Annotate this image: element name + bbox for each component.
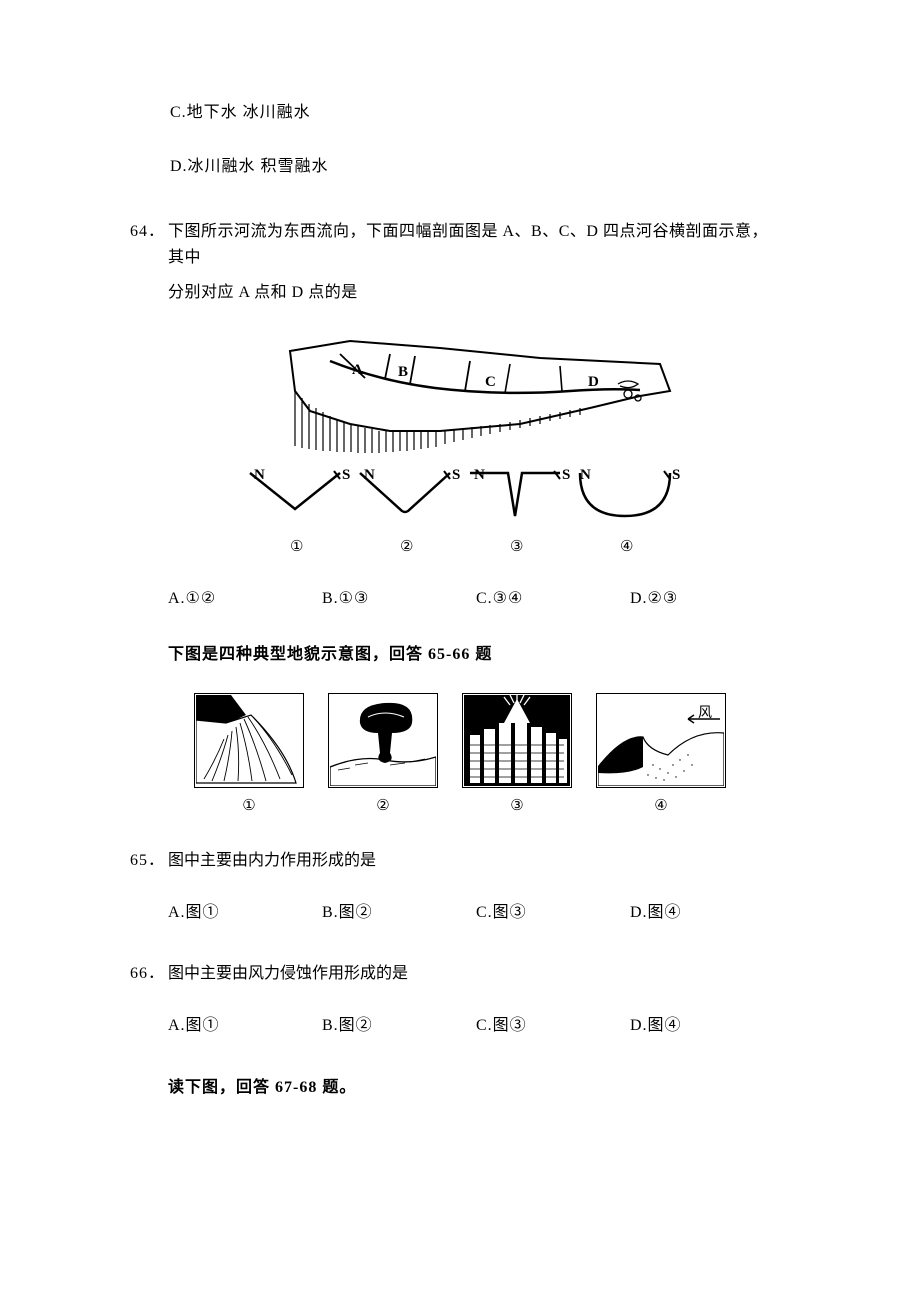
q66-choices: A.图① B.图② C.图③ D.图④ [168, 1013, 790, 1039]
volcanic-columns-icon [464, 695, 570, 786]
note-65-66: 下图是四种典型地貌示意图，回答 65-66 题 [168, 642, 790, 668]
option-c: C.地下水 冰川融水 [170, 100, 790, 126]
svg-text:①: ① [290, 539, 303, 555]
svg-text:②: ② [400, 539, 413, 555]
q64-choice-c: C.③④ [476, 586, 626, 612]
figure-q64: A B C D N S ① N S ② N S ③ N [130, 336, 790, 566]
svg-text:S: S [452, 467, 460, 483]
landform-3-label: ③ [462, 794, 572, 818]
svg-text:N: N [580, 467, 591, 483]
river-map-svg: A B C D [240, 336, 680, 461]
landform-1-label: ① [194, 794, 304, 818]
note-67-68: 读下图，回答 67-68 题。 [168, 1075, 790, 1101]
question-64: 64．下图所示河流为东西流向，下面四幅剖面图是 A、B、C、D 四点河谷横剖面示… [130, 219, 790, 306]
q66-stem: 图中主要由风力侵蚀作用形成的是 [168, 965, 408, 982]
landform-4: 风 ④ [596, 693, 726, 818]
q64-stem-line2: 分别对应 A 点和 D 点的是 [168, 280, 790, 306]
q64-choice-d: D.②③ [630, 586, 780, 612]
q64-stem: 下图所示河流为东西流向，下面四幅剖面图是 A、B、C、D 四点河谷横剖面示意，其… [168, 219, 768, 270]
svg-text:S: S [342, 467, 350, 483]
q65-choice-d: D.图④ [630, 900, 780, 926]
q64-choices: A.①② B.①③ C.③④ D.②③ [168, 586, 790, 612]
q66-choice-b: B.图② [322, 1013, 472, 1039]
mushroom-rock-icon [330, 695, 436, 786]
svg-text:D: D [588, 374, 599, 390]
q64-choice-a: A.①② [168, 586, 318, 612]
landform-3: ③ [462, 693, 572, 818]
svg-text:B: B [398, 364, 408, 380]
q66-choice-c: C.图③ [476, 1013, 626, 1039]
landform-1: ① [194, 693, 304, 818]
q64-number: 64． [130, 219, 168, 245]
q65-choices: A.图① B.图② C.图③ D.图④ [168, 900, 790, 926]
q66-choice-a: A.图① [168, 1013, 318, 1039]
svg-text:④: ④ [620, 539, 633, 555]
question-65: 65．图中主要由内力作用形成的是 [130, 848, 790, 874]
svg-text:③: ③ [510, 539, 523, 555]
q65-number: 65． [130, 848, 168, 874]
landform-figures: ① ② [130, 693, 790, 818]
option-d: D.冰川融水 积雪融水 [170, 154, 790, 180]
svg-text:A: A [352, 362, 363, 378]
svg-text:S: S [562, 467, 570, 483]
sand-dune-icon: 风 [598, 695, 724, 786]
landform-2-label: ② [328, 794, 438, 818]
alluvial-fan-icon [196, 695, 302, 786]
option-d-text: D.冰川融水 积雪融水 [170, 158, 329, 175]
landform-2: ② [328, 693, 438, 818]
landform-4-label: ④ [596, 794, 726, 818]
cross-sections-svg: N S ① N S ② N S ③ N S ④ [240, 461, 680, 566]
q65-choice-a: A.图① [168, 900, 318, 926]
q64-choice-b: B.①③ [322, 586, 472, 612]
q66-number: 66． [130, 961, 168, 987]
option-c-text: C.地下水 冰川融水 [170, 104, 311, 121]
svg-text:C: C [485, 374, 496, 390]
svg-text:N: N [474, 467, 485, 483]
q65-choice-b: B.图② [322, 900, 472, 926]
question-66: 66．图中主要由风力侵蚀作用形成的是 [130, 961, 790, 987]
q66-choice-d: D.图④ [630, 1013, 780, 1039]
q65-choice-c: C.图③ [476, 900, 626, 926]
q65-stem: 图中主要由内力作用形成的是 [168, 852, 376, 869]
svg-text:S: S [672, 467, 680, 483]
